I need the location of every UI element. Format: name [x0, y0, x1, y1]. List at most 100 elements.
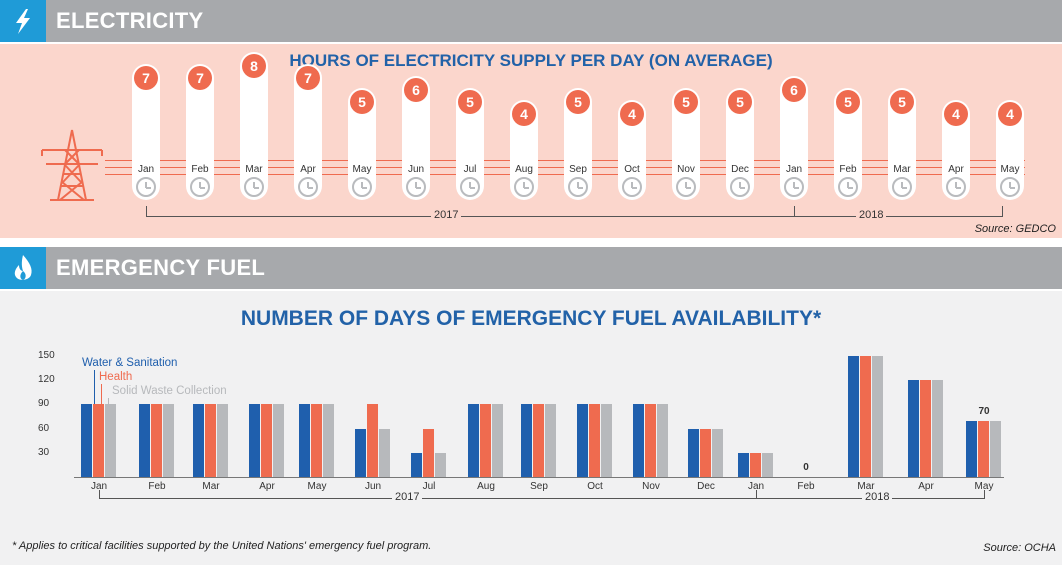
fuel-bar: [261, 404, 272, 477]
clock-icon: [298, 177, 318, 197]
electricity-title: ELECTRICITY: [56, 8, 204, 33]
clock-icon: [190, 177, 210, 197]
electricity-month-label: May: [1000, 164, 1020, 175]
fuel-bar: [577, 404, 588, 477]
fuel-month-label: May: [307, 481, 327, 492]
electricity-chart-title: HOURS OF ELECTRICITY SUPPLY PER DAY (ON …: [289, 51, 773, 70]
clock-icon: [244, 177, 264, 197]
fuel-year-label-2018: 2018: [862, 491, 893, 503]
electricity-value-bubble: 5: [458, 90, 482, 114]
electricity-month-label: Sep: [569, 164, 587, 175]
electricity-value-bubble: 4: [620, 102, 644, 126]
fuel-month-label: Mar: [857, 481, 875, 492]
fuel-bar: [688, 428, 699, 477]
fuel-bar: [601, 404, 612, 477]
fuel-year-label-2017: 2017: [392, 491, 423, 503]
clock-icon: [676, 177, 696, 197]
fuel-month-label: Apr: [918, 481, 934, 492]
clock-icon: [622, 177, 642, 197]
fuel-y-tick-label: 90: [38, 398, 50, 410]
electricity-month-label: Feb: [839, 164, 857, 175]
clock-icon: [1000, 177, 1020, 197]
electricity-month-label: Apr: [948, 164, 964, 175]
legend-connector-waste: [108, 398, 109, 404]
electricity-value-bubble: 5: [674, 90, 698, 114]
fuel-bar: [163, 404, 174, 477]
electricity-value-bubble: 5: [566, 90, 590, 114]
electricity-month-label: Mar: [245, 164, 263, 175]
electricity-month-label: Apr: [300, 164, 316, 175]
electricity-month-label: Nov: [677, 164, 695, 175]
electricity-value-bubble: 7: [134, 66, 158, 90]
clock-icon: [406, 177, 426, 197]
fuel-bar: [920, 380, 931, 477]
electricity-value-bubble: 7: [296, 66, 320, 90]
fuel-x-axis: [74, 477, 1004, 478]
electricity-source: Source: GEDCO: [974, 223, 1056, 235]
electricity-value-bubble: 5: [890, 90, 914, 114]
fuel-month-label: Jan: [747, 481, 765, 492]
fuel-bar: [700, 428, 711, 477]
clock-icon: [514, 177, 534, 197]
fuel-y-tick-label: 120: [38, 374, 55, 386]
clock-icon: [892, 177, 912, 197]
fuel-month-label: Apr: [259, 481, 275, 492]
power-tower-icon: [41, 129, 103, 201]
clock-icon: [838, 177, 858, 197]
legend-connector-health: [101, 384, 102, 404]
clock-icon: [946, 177, 966, 197]
electricity-value-bubble: 5: [728, 90, 752, 114]
clock-icon: [352, 177, 372, 197]
fuel-month-label: Jan: [90, 481, 108, 492]
electricity-section-header: ELECTRICITY: [0, 0, 1062, 42]
fuel-bar: [423, 428, 434, 477]
fuel-bar: [81, 404, 92, 477]
fuel-title: EMERGENCY FUEL: [56, 255, 266, 280]
fuel-source: Source: OCHA: [983, 542, 1056, 554]
clock-icon: [784, 177, 804, 197]
fuel-month-label: Feb: [797, 481, 815, 492]
fuel-bar: [966, 420, 977, 477]
fuel-bar: [492, 404, 503, 477]
fuel-bar: [273, 404, 284, 477]
fuel-month-label: Feb: [148, 481, 166, 492]
electricity-month-label: Jun: [407, 164, 425, 175]
fuel-bar: [762, 452, 773, 477]
clock-icon: [730, 177, 750, 197]
fuel-bar: [633, 404, 644, 477]
lightning-icon-box: [0, 0, 46, 42]
electricity-month-label: Feb: [191, 164, 209, 175]
fuel-bar: [311, 404, 322, 477]
electricity-month-label: Jan: [137, 164, 155, 175]
year-line-2018: [794, 216, 1002, 217]
legend-health: Health: [99, 371, 133, 383]
fuel-y-tick-label: 60: [38, 422, 50, 434]
fuel-month-label: Dec: [697, 481, 715, 492]
flame-icon-box: [0, 247, 46, 289]
fuel-bar: [750, 452, 761, 477]
fuel-bar: [645, 404, 656, 477]
fuel-bar: [367, 404, 378, 477]
fuel-month-label: Sep: [530, 481, 548, 492]
legend-connector: [94, 370, 95, 404]
electricity-month-label: Dec: [731, 164, 749, 175]
year-label-2017: 2017: [431, 209, 462, 221]
fuel-bar: [299, 404, 310, 477]
fuel-data-label: 70: [978, 405, 990, 417]
electricity-month-label: Jan: [785, 164, 803, 175]
fuel-bar: [205, 404, 216, 477]
electricity-month-label: Mar: [893, 164, 911, 175]
electricity-value-bubble: 4: [944, 102, 968, 126]
fuel-bar: [193, 404, 204, 477]
fuel-bar: [323, 404, 334, 477]
fuel-month-label: Jul: [422, 481, 436, 492]
fuel-section-header: EMERGENCY FUEL: [0, 247, 1062, 289]
fuel-bar: [860, 356, 871, 477]
fuel-bar: [848, 356, 859, 477]
fuel-bar: [657, 404, 668, 477]
fuel-month-label: Mar: [202, 481, 220, 492]
fuel-bar: [589, 404, 600, 477]
year-label-2018: 2018: [856, 209, 887, 221]
fuel-bar: [411, 452, 422, 477]
fuel-data-label: 0: [803, 462, 809, 473]
